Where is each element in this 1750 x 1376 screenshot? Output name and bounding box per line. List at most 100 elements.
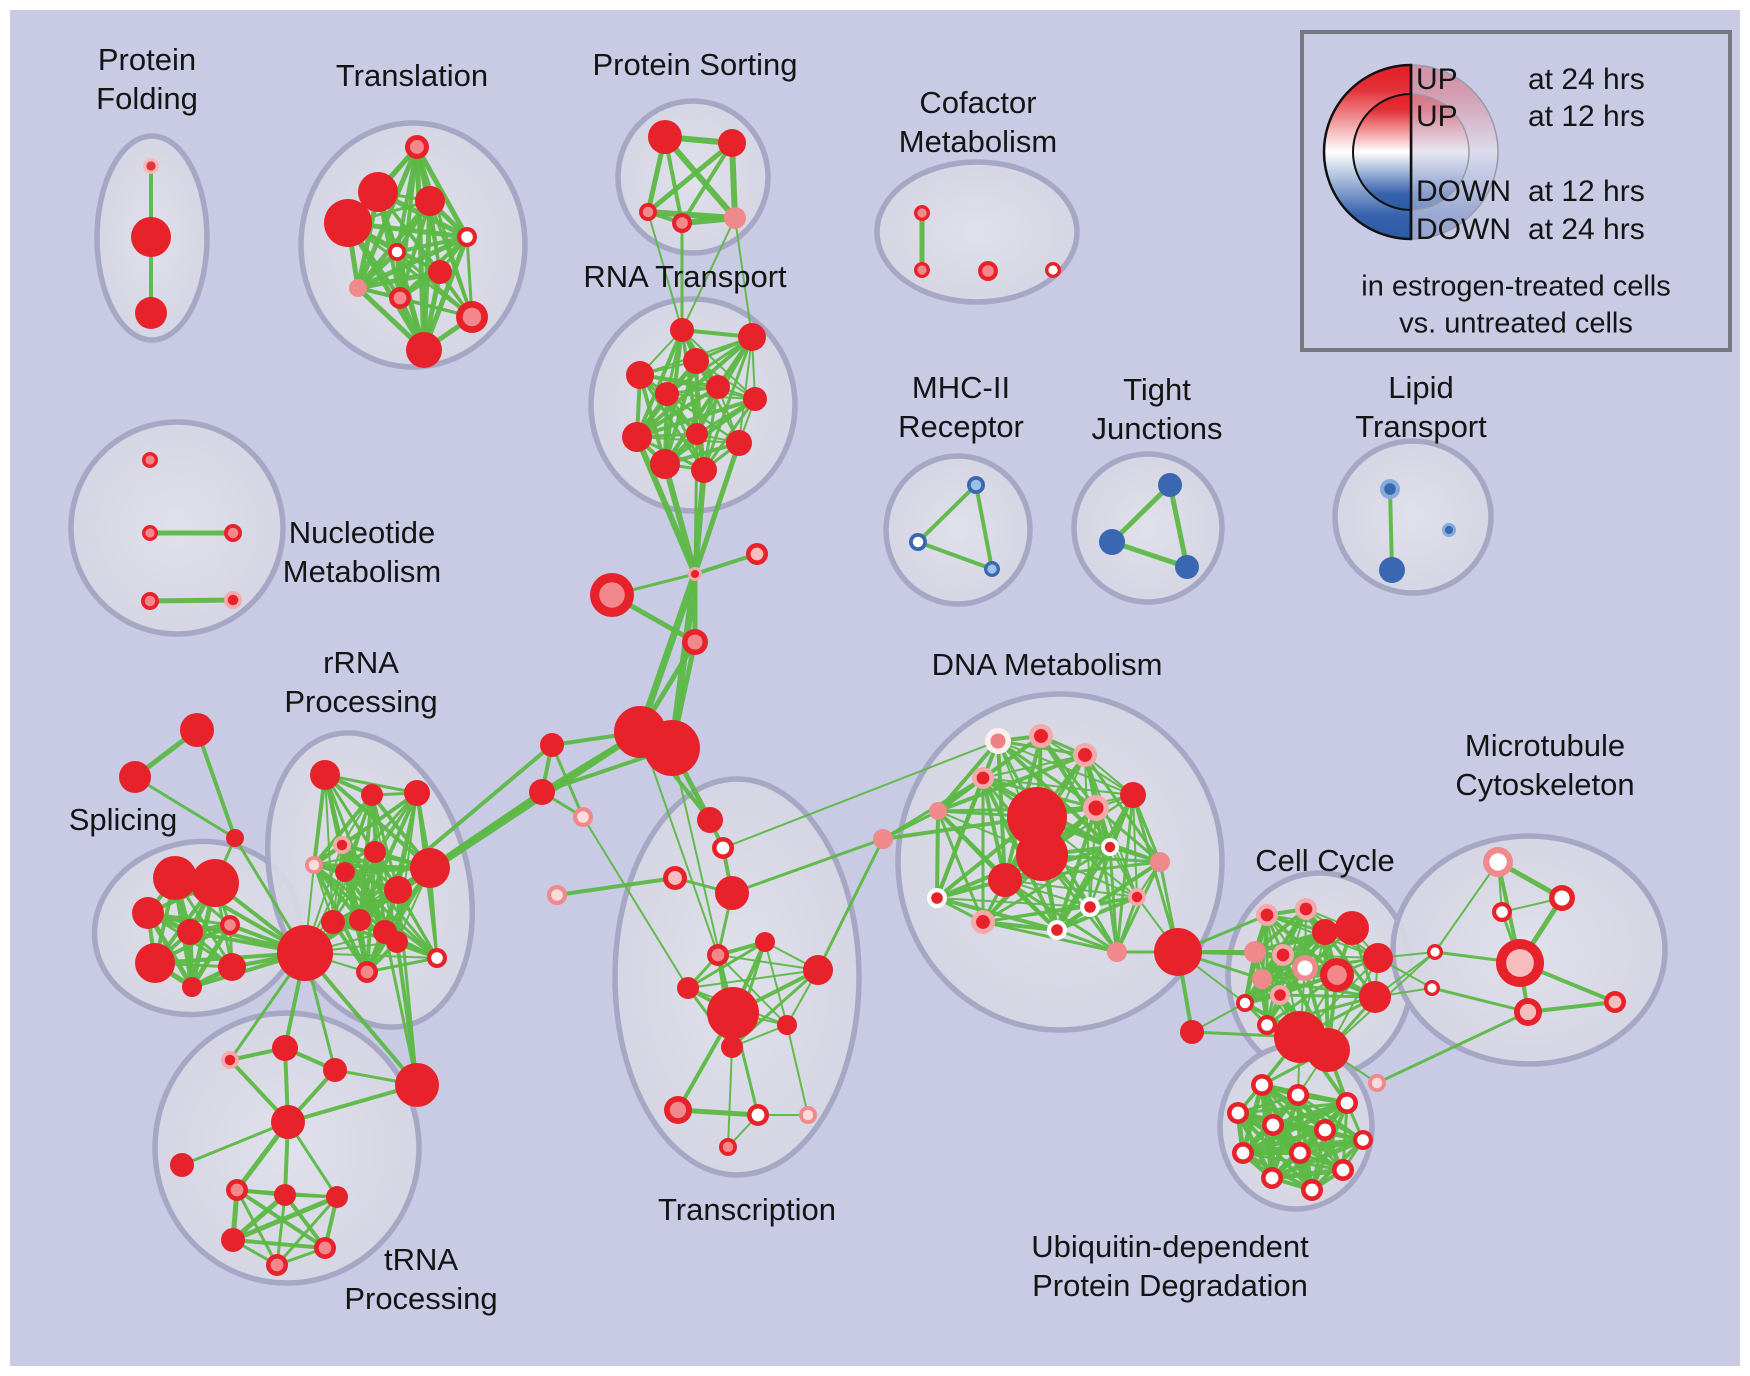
cluster-ellipse-cofactor-metabolism xyxy=(874,159,1080,305)
node-cc4 xyxy=(1335,911,1369,945)
node-x3 xyxy=(663,866,687,890)
cluster-label-trna-processing-line1: tRNA xyxy=(384,1242,458,1277)
edge xyxy=(1167,482,1190,570)
node-x12 xyxy=(777,1015,797,1035)
legend-down-12-time: at 12 hrs xyxy=(1528,175,1645,208)
node-s5 xyxy=(177,919,203,945)
node-rr2 xyxy=(361,784,383,806)
node-d3 xyxy=(1073,743,1097,767)
node-tj3 xyxy=(1175,555,1199,579)
edge xyxy=(936,897,1091,908)
node-r2 xyxy=(738,323,766,351)
node-u8 xyxy=(1232,1142,1254,1164)
cluster-label-microtubule-cytoskeleton-line2: Cytoskeleton xyxy=(1455,767,1634,802)
node-r9 xyxy=(686,423,708,445)
node-t3 xyxy=(324,199,372,247)
edge xyxy=(312,773,327,867)
node-s7 xyxy=(218,953,246,981)
node-pf3 xyxy=(135,297,167,329)
edge xyxy=(734,217,753,338)
edge xyxy=(680,141,734,225)
node-x16 xyxy=(719,1138,737,1156)
node-rr15 xyxy=(427,948,447,968)
edge xyxy=(635,397,757,439)
node-mc3 xyxy=(1492,902,1512,922)
node-c5 xyxy=(540,733,564,757)
node-tu1 xyxy=(221,1051,239,1069)
edge xyxy=(671,747,734,1014)
node-u7 xyxy=(1353,1130,1373,1150)
cluster-label-protein-sorting-line1: Protein Sorting xyxy=(592,47,797,82)
node-tj1 xyxy=(1158,473,1182,497)
node-rr6 xyxy=(335,862,355,882)
edge xyxy=(935,776,985,900)
legend-down-24-label: DOWN xyxy=(1416,213,1511,246)
node-h1 xyxy=(277,925,333,981)
edge xyxy=(428,790,544,870)
node-rr4 xyxy=(333,836,351,854)
node-t1 xyxy=(405,135,429,159)
edge xyxy=(645,140,735,215)
edge xyxy=(1084,754,1138,898)
node-th6 xyxy=(266,1254,288,1276)
edge xyxy=(981,845,1112,924)
cluster-ellipse-nucleotide-metabolism xyxy=(68,419,286,637)
edge xyxy=(764,941,788,1026)
edge xyxy=(786,1024,809,1116)
edge xyxy=(1282,954,1379,959)
edge xyxy=(982,754,1086,779)
node-cc12 xyxy=(1257,1015,1277,1035)
node-u3 xyxy=(1336,1092,1358,1114)
node-tj2 xyxy=(1099,529,1125,555)
edge xyxy=(355,234,470,291)
legend-down-12-label: DOWN xyxy=(1416,175,1511,208)
edge xyxy=(717,954,788,1026)
node-mc7 xyxy=(1514,998,1542,1026)
node-r10 xyxy=(726,430,752,456)
edge xyxy=(722,740,999,849)
node-d19 xyxy=(1154,928,1202,976)
legend-box: UP at 24 hrs UP at 12 hrs DOWN at 12 hrs… xyxy=(1300,30,1732,352)
node-u5 xyxy=(1262,1114,1284,1136)
edge xyxy=(635,328,684,439)
edge xyxy=(147,597,236,604)
legend-up-24-time: at 24 hrs xyxy=(1528,63,1645,96)
node-u4 xyxy=(1227,1102,1249,1124)
node-n2 xyxy=(142,525,158,541)
node-t10 xyxy=(456,301,488,333)
edge xyxy=(982,906,1091,923)
cluster-label-transcription-line1: Transcription xyxy=(658,1192,836,1227)
node-d7 xyxy=(1016,829,1068,881)
cluster-label-tight-junctions-line2: Junctions xyxy=(1092,411,1223,446)
node-d11 xyxy=(1101,838,1119,856)
node-rr9 xyxy=(384,876,412,904)
node-th2 xyxy=(274,1184,296,1206)
node-rr14 xyxy=(356,961,378,983)
node-d14 xyxy=(927,888,947,908)
node-cf4 xyxy=(1045,262,1061,278)
node-ps2 xyxy=(718,129,746,157)
edge xyxy=(286,1083,419,1124)
node-cf1 xyxy=(914,205,930,221)
node-tr2 xyxy=(119,761,151,793)
node-s4 xyxy=(220,915,240,935)
node-cc18 xyxy=(1368,1074,1386,1092)
edge xyxy=(195,728,237,840)
node-r7 xyxy=(743,387,767,411)
node-t9 xyxy=(389,287,411,309)
node-x4 xyxy=(715,876,749,910)
legend-up-12-time: at 12 hrs xyxy=(1528,100,1645,133)
node-d17 xyxy=(1047,920,1067,940)
node-d16 xyxy=(1080,897,1100,917)
node-s6 xyxy=(135,943,175,983)
node-n4 xyxy=(141,592,159,610)
node-c0 xyxy=(688,567,702,581)
node-n3 xyxy=(224,524,242,542)
edge xyxy=(692,440,742,577)
node-r12 xyxy=(691,457,717,483)
node-n1 xyxy=(142,452,158,468)
cluster-ellipse-lipid-transport xyxy=(1332,438,1494,596)
node-cc11 xyxy=(1236,994,1254,1012)
node-r1 xyxy=(670,318,694,342)
edge xyxy=(1260,977,1377,999)
